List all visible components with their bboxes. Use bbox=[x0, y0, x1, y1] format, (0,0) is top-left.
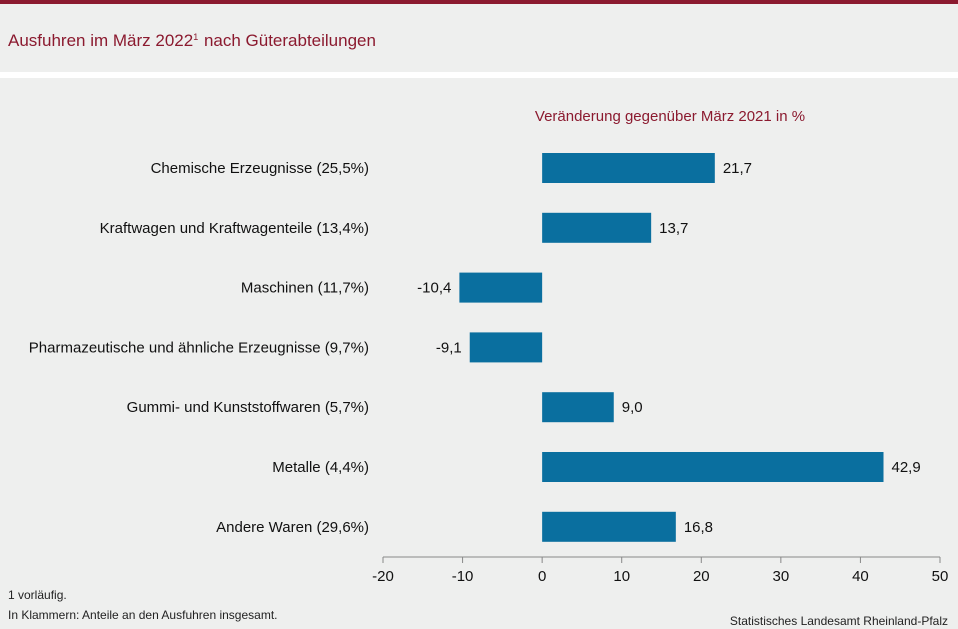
value-label: -10,4 bbox=[417, 280, 451, 297]
x-tick-label: 50 bbox=[932, 568, 949, 585]
bar bbox=[459, 272, 543, 303]
source-credit: Statistisches Landesamt Rheinland-Pfalz bbox=[729, 614, 948, 628]
category-label: Chemische Erzeugnisse (25,5%) bbox=[151, 160, 369, 177]
bar bbox=[542, 153, 715, 183]
value-label: 42,9 bbox=[892, 459, 921, 476]
bar bbox=[542, 511, 676, 542]
bar bbox=[542, 392, 614, 423]
x-tick-label: 30 bbox=[773, 568, 790, 585]
footnote-preliminary: 1 vorläufig. bbox=[8, 588, 67, 602]
value-label: 13,7 bbox=[659, 220, 688, 237]
x-tick-label: 20 bbox=[693, 568, 710, 585]
x-tick-label: -10 bbox=[452, 568, 474, 585]
value-label: -9,1 bbox=[436, 339, 462, 356]
category-label: Pharmazeutische und ähnliche Erzeugnisse… bbox=[29, 339, 369, 356]
value-label: 16,8 bbox=[684, 519, 713, 536]
x-tick-label: 0 bbox=[538, 568, 546, 585]
x-tick-label: -20 bbox=[372, 568, 394, 585]
category-label: Gummi- und Kunststoffwaren (5,7%) bbox=[127, 399, 369, 416]
bar bbox=[542, 212, 652, 243]
category-label: Andere Waren (29,6%) bbox=[216, 519, 369, 536]
category-label: Metalle (4,4%) bbox=[272, 459, 369, 476]
footnote-marker: 1 bbox=[193, 32, 199, 42]
chart-subtitle: Veränderung gegenüber März 2021 in % bbox=[535, 108, 805, 125]
chart-title: Ausfuhren im März 20221 nach Güterabteil… bbox=[8, 31, 376, 50]
title-separator bbox=[0, 72, 958, 78]
category-label: Maschinen (11,7%) bbox=[241, 280, 369, 297]
bar bbox=[469, 332, 543, 363]
footnote-shares: In Klammern: Anteile an den Ausfuhren in… bbox=[8, 608, 278, 622]
value-label: 21,7 bbox=[723, 160, 752, 177]
x-tick-label: 40 bbox=[852, 568, 869, 585]
value-label: 9,0 bbox=[622, 399, 643, 416]
category-label: Kraftwagen und Kraftwagenteile (13,4%) bbox=[100, 220, 369, 237]
x-tick-label: 10 bbox=[613, 568, 630, 585]
bar bbox=[542, 452, 884, 482]
top-rule bbox=[0, 0, 958, 4]
